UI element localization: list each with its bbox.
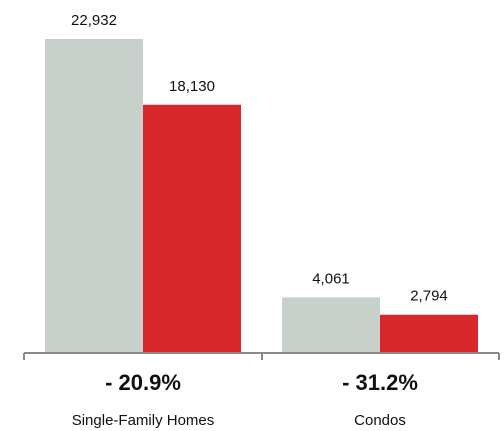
bar-single-family-prior [45, 39, 143, 353]
change-label-condos: - 31.2% [342, 370, 418, 395]
value-label-single-family-current: 18,130 [169, 78, 215, 95]
value-label-condos-current: 2,794 [410, 288, 448, 305]
change-label-single-family: - 20.9% [105, 370, 181, 395]
bar-condos-current [380, 314, 478, 353]
value-label-condos-prior: 4,061 [312, 270, 350, 287]
bar-single-family-current [143, 104, 241, 353]
bar-condos-prior [282, 297, 380, 353]
category-label-condos: Condos [354, 412, 406, 429]
category-label-single-family: Single-Family Homes [72, 412, 215, 429]
value-label-single-family-prior: 22,932 [71, 12, 117, 29]
